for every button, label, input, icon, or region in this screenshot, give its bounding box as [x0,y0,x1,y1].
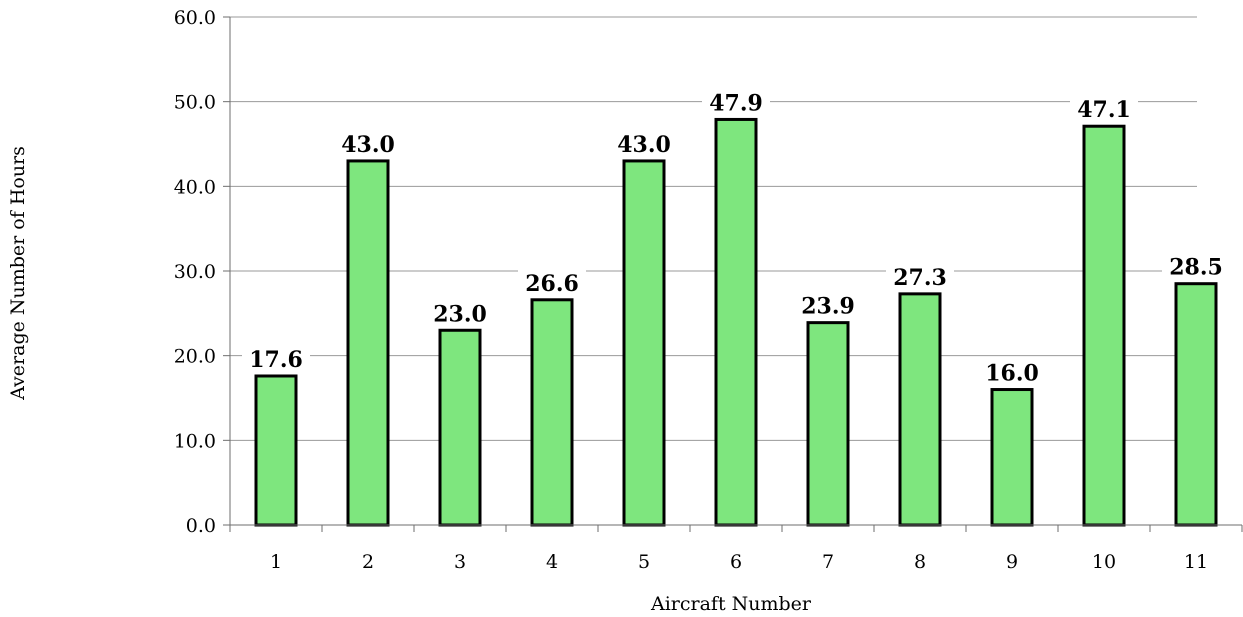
data-label: 47.9 [709,90,763,116]
data-label-background [702,89,770,116]
data-label-background [610,130,678,157]
x-tick-label: 4 [546,551,558,573]
x-tick-label: 3 [454,551,466,573]
data-labels: 17.6 43.0 23.0 26.6 43.0 47.9 23.9 27.3 16.0 47.1… [242,89,1230,387]
bars [254,117,1218,527]
bar [254,374,298,527]
y-axis-title: Average Number of Hours [7,146,29,401]
y-tick-label: 60.0 [174,7,216,29]
bar [714,117,758,527]
data-label-background [978,359,1046,386]
data-label: 28.5 [1169,255,1223,281]
data-label-background [794,292,862,319]
data-label: 43.0 [617,132,671,158]
data-label-background [886,263,954,290]
data-label: 26.6 [525,271,579,297]
x-tick-label: 7 [822,551,834,573]
y-axis-ticks: 0.0 10.0 20.0 30.0 40.0 50.0 60.0 [174,7,230,537]
bar [438,328,482,527]
y-tick-label: 10.0 [174,430,216,452]
bar [1174,282,1218,527]
data-label: 43.0 [341,132,395,158]
y-tick-label: 30.0 [174,261,216,283]
data-label: 23.9 [801,294,855,320]
bar [1082,124,1126,527]
data-label-background [426,300,494,327]
x-tick-label: 1 [270,551,282,573]
bar [530,298,574,527]
data-label: 27.3 [893,265,947,291]
x-tick-label: 11 [1184,551,1208,573]
x-tick-label: 8 [914,551,926,573]
bar [990,388,1034,527]
x-axis-ticks: 1 2 3 4 5 6 7 8 9 10 11 [229,525,1243,573]
x-tick-label: 10 [1092,551,1116,573]
x-tick-label: 9 [1006,551,1018,573]
data-label-background [1070,96,1138,123]
data-label-background [242,345,310,372]
y-tick-label: 0.0 [186,515,216,537]
data-label-background [334,130,402,157]
y-tick-label: 50.0 [174,92,216,114]
bar [898,292,942,527]
data-label: 17.6 [249,347,303,373]
x-tick-label: 2 [362,551,374,573]
data-label-background [518,269,586,296]
bar [346,159,390,527]
x-axis-title: Aircraft Number [650,593,812,615]
data-label: 16.0 [985,361,1039,387]
bar [622,159,666,527]
data-label: 23.0 [433,301,487,327]
data-label: 47.1 [1077,97,1131,123]
x-tick-label: 5 [638,551,650,573]
y-tick-label: 40.0 [174,176,216,198]
data-label-background [1162,253,1230,280]
bar [806,321,850,527]
y-tick-label: 20.0 [174,346,216,368]
x-tick-label: 6 [730,551,742,573]
